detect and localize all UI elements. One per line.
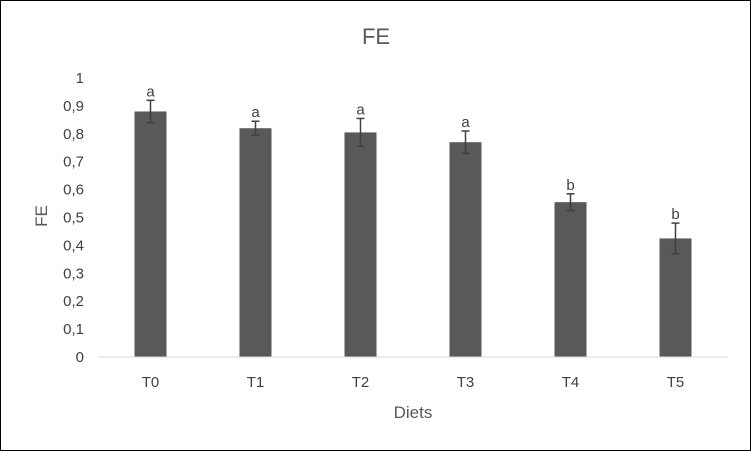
bar [344, 132, 377, 357]
significance-letter: b [566, 177, 574, 194]
bar-series: a a a a b b [134, 83, 692, 357]
y-tick-label: 0,1 [63, 321, 84, 338]
x-tick-label: T2 [352, 374, 370, 391]
y-tick-label: 0,2 [63, 293, 84, 310]
x-tick-label: T1 [247, 374, 265, 391]
bar [554, 202, 587, 357]
x-tick-label: T5 [667, 374, 685, 391]
x-tick-label: T4 [562, 374, 580, 391]
y-axis-label: FE [32, 205, 51, 227]
y-tick-label: 0,4 [63, 237, 84, 254]
y-tick-label: 0,9 [63, 98, 84, 115]
significance-letter: a [356, 101, 365, 118]
significance-letter: a [146, 83, 155, 100]
y-tick-label: 0 [76, 349, 84, 366]
x-tick-label: T3 [457, 374, 475, 391]
bar [134, 111, 167, 357]
chart-title: FE [362, 24, 390, 49]
y-tick-labels: 0 0,1 0,2 0,3 0,4 0,5 0,6 0,7 0,8 0,9 1 [63, 70, 84, 366]
y-tick-label: 0,7 [63, 154, 84, 171]
y-tick-label: 0,6 [63, 182, 84, 199]
x-tick-labels: T0 T1 T2 T3 T4 T5 [142, 374, 685, 391]
x-tick-label: T0 [142, 374, 160, 391]
y-tick-label: 0,5 [63, 210, 84, 227]
y-tick-label: 0,3 [63, 265, 84, 282]
y-tick-label: 1 [76, 70, 84, 87]
significance-letter: b [671, 206, 679, 223]
bar [239, 128, 272, 357]
bar [659, 238, 692, 357]
x-axis-label: Diets [394, 403, 433, 422]
significance-letter: a [251, 104, 260, 121]
bar [449, 142, 482, 357]
significance-letter: a [461, 114, 470, 131]
y-tick-label: 0,8 [63, 126, 84, 143]
